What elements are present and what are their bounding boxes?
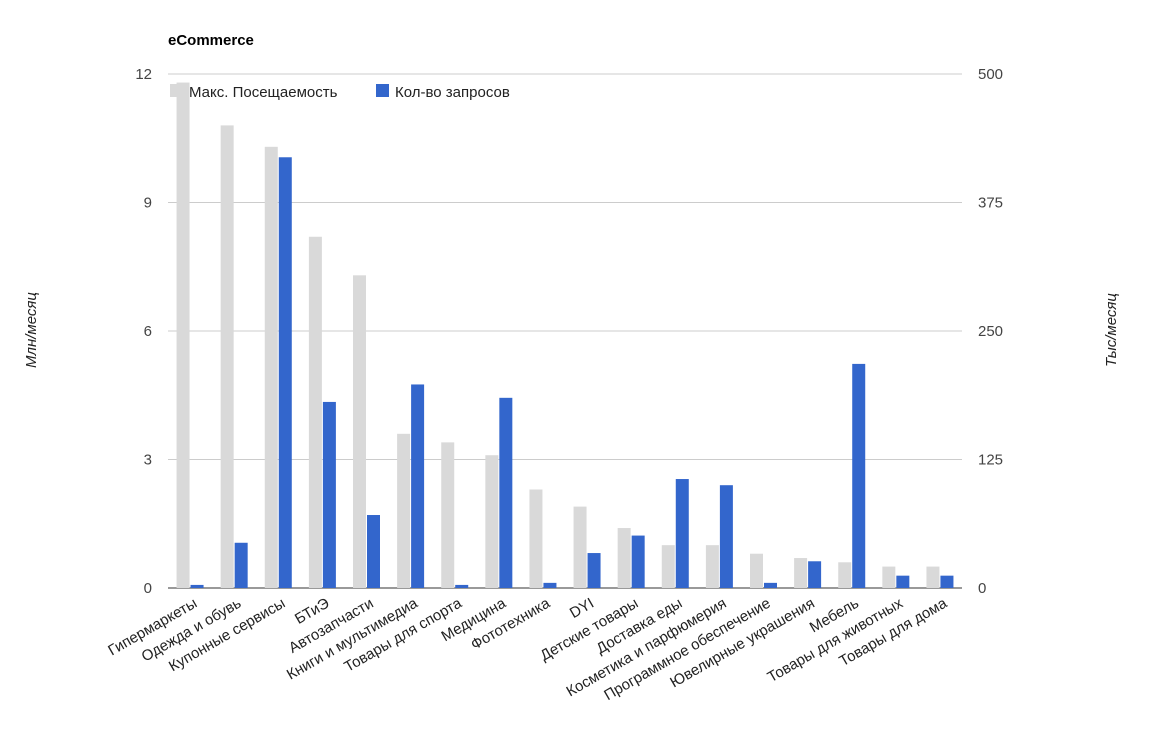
grid: [168, 73, 962, 589]
legend-label-max-traffic: Макс. Посещаемость: [189, 84, 338, 101]
bar-queries: [278, 157, 292, 588]
right-tick-label: 0: [978, 580, 986, 597]
bar-queries: [940, 575, 954, 588]
bar-queries: [499, 397, 513, 588]
chart-title: eCommerce: [168, 32, 254, 49]
bar-queries: [543, 582, 557, 588]
right-axis-title: Тыс/месяц: [1103, 293, 1120, 367]
bar-queries: [411, 384, 425, 588]
bar-max-traffic: [176, 82, 190, 589]
left-tick-label: 0: [144, 580, 152, 597]
bar-max-traffic: [838, 562, 852, 588]
left-axis-title: Млн/месяц: [23, 292, 40, 368]
bar-max-traffic: [529, 489, 543, 588]
bar-max-traffic: [750, 553, 763, 588]
bar-queries: [322, 401, 336, 588]
bar-queries: [675, 479, 689, 588]
right-tick-label: 375: [978, 195, 1003, 212]
bar-queries: [367, 515, 380, 588]
right-tick-label: 125: [978, 452, 1003, 469]
bar-queries: [808, 561, 822, 588]
bar-max-traffic: [882, 566, 896, 588]
bar-max-traffic: [661, 545, 675, 588]
bar-max-traffic: [397, 433, 411, 588]
bar-queries: [764, 582, 777, 588]
bar-max-traffic: [441, 442, 455, 588]
bars: [176, 82, 954, 589]
legend-swatch-max-traffic: [170, 84, 183, 97]
bar-max-traffic: [264, 146, 278, 589]
bar-max-traffic: [353, 275, 366, 588]
bar-max-traffic: [220, 125, 234, 589]
bar-queries: [455, 584, 469, 588]
legend: Макс. Посещаемость Кол-во запросов: [170, 84, 510, 101]
bar-max-traffic: [308, 236, 322, 588]
right-axis-ticks: 0 125 250 375 500: [978, 66, 1003, 597]
left-tick-label: 9: [144, 195, 152, 212]
bar-queries: [631, 535, 645, 588]
bar-queries: [896, 575, 910, 588]
legend-swatch-queries: [376, 84, 389, 97]
bar-queries: [234, 542, 248, 588]
right-tick-label: 250: [978, 323, 1003, 340]
left-tick-label: 3: [144, 452, 152, 469]
left-axis-ticks: 0 3 6 9 12: [135, 66, 152, 597]
bar-max-traffic: [926, 566, 940, 588]
bar-queries: [587, 553, 601, 588]
bar-queries: [852, 363, 866, 588]
bar-queries: [190, 584, 204, 588]
right-tick-label: 500: [978, 66, 1003, 83]
left-tick-label: 6: [144, 323, 152, 340]
bar-queries: [719, 485, 733, 588]
bar-max-traffic: [485, 455, 499, 588]
bar-max-traffic: [573, 506, 587, 588]
bar-max-traffic: [705, 545, 719, 588]
legend-label-queries: Кол-во запросов: [395, 84, 510, 101]
left-tick-label: 12: [135, 66, 152, 83]
bar-max-traffic: [617, 528, 631, 588]
bar-max-traffic: [794, 558, 808, 588]
